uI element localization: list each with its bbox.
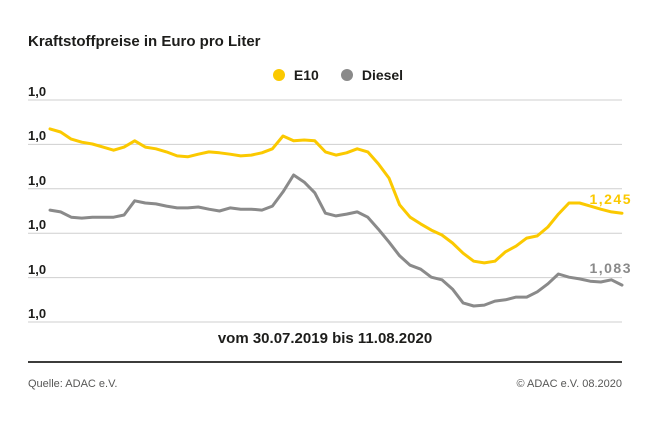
y-axis-tick-label: 1,0 [28, 84, 47, 99]
x-axis-caption: vom 30.07.2019 bis 11.08.2020 [217, 330, 433, 347]
diesel-line [48, 173, 624, 308]
legend: E10 Diesel [0, 67, 650, 83]
page-title: Kraftstoffpreise in Euro pro Liter [28, 33, 261, 50]
source-text: Quelle: ADAC e.V. [28, 378, 118, 390]
diesel-dot-icon [340, 69, 353, 81]
y-axis-tick-label: 1,0 [28, 262, 47, 277]
y-axis-tick-label: 1,0 [28, 128, 47, 143]
y-axis-tick-label: 1,0 [28, 217, 47, 232]
copyright-text: © ADAC e.V. 08.2020 [516, 378, 622, 390]
legend-label-diesel: Diesel [361, 67, 404, 83]
price-line-chart [28, 99, 624, 323]
legend-item-e10: E10 [272, 67, 319, 83]
e10-line [48, 127, 624, 265]
diesel-value-label: 1,083 [589, 260, 632, 276]
footer-divider [28, 361, 622, 363]
y-axis-tick-label: 1,0 [28, 173, 47, 188]
legend-item-diesel: Diesel [340, 67, 404, 83]
e10-value-label: 1,245 [589, 191, 632, 207]
legend-label-e10: E10 [293, 67, 319, 83]
e10-dot-icon [272, 69, 285, 81]
y-axis-tick-label: 1,0 [28, 306, 47, 321]
